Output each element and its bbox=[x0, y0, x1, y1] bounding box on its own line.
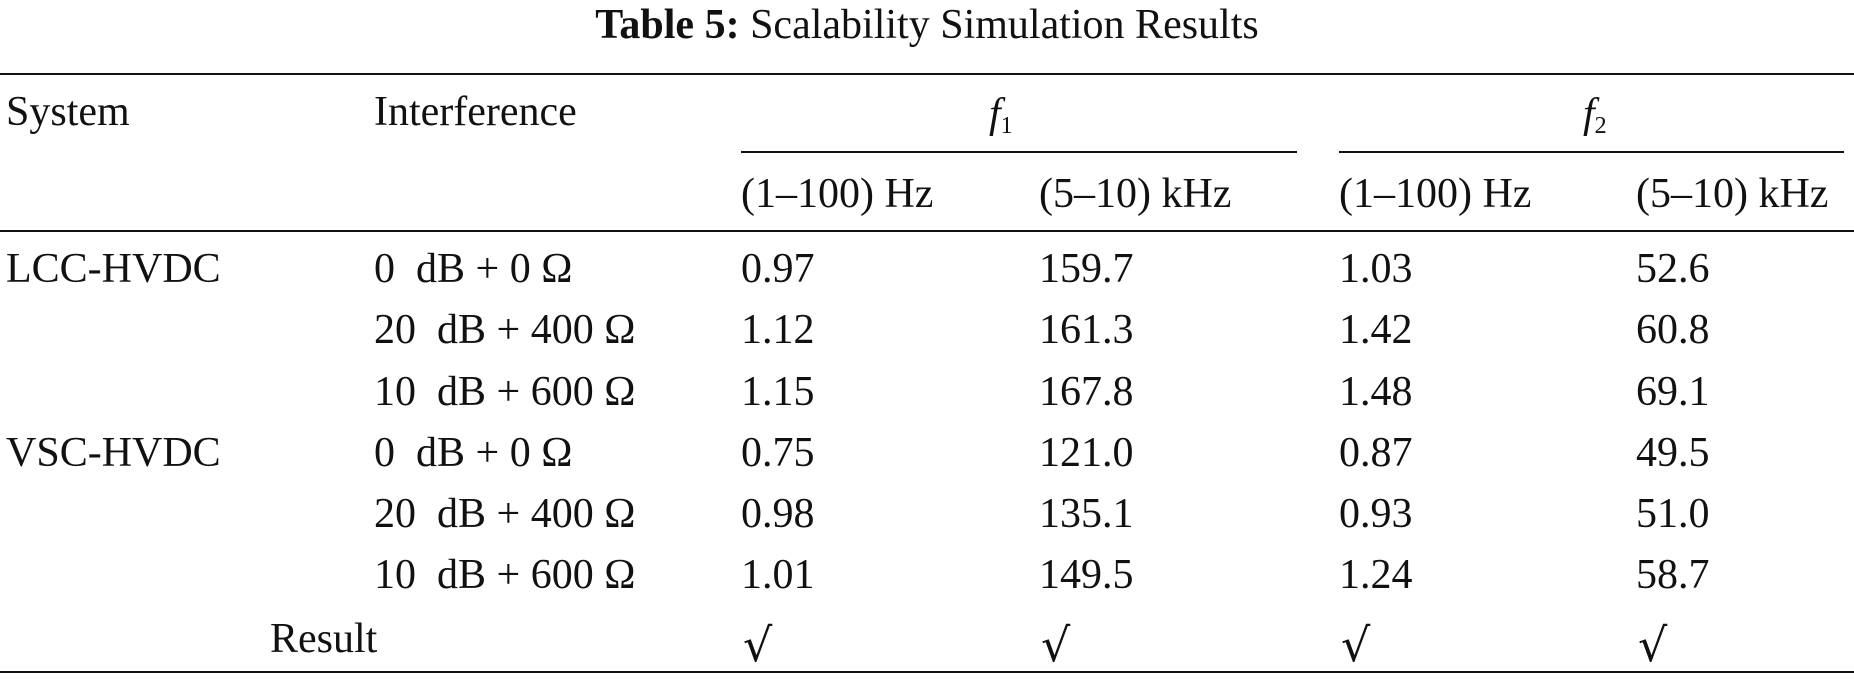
header-f2: f2 bbox=[1583, 90, 1607, 150]
f1-symbol: f bbox=[989, 91, 1001, 137]
result-check-f2-high: √ bbox=[1638, 618, 1668, 672]
subheader-f2-low: (1–100) Hz bbox=[1339, 171, 1532, 217]
row-value: 69.1 bbox=[1636, 369, 1710, 415]
row-interference: 20 dB + 400 Ω bbox=[374, 491, 636, 537]
header-f1: f1 bbox=[989, 90, 1013, 150]
row-interference: 0 dB + 0 Ω bbox=[374, 430, 573, 476]
f1-group-rule bbox=[741, 151, 1297, 153]
row-value: 161.3 bbox=[1039, 307, 1134, 353]
row-value: 121.0 bbox=[1039, 430, 1134, 476]
bottom-rule bbox=[0, 671, 1854, 673]
row-interference: 20 dB + 400 Ω bbox=[374, 307, 636, 353]
header-rule bbox=[0, 230, 1854, 232]
row-interference: 0 dB + 0 Ω bbox=[374, 246, 573, 292]
row-value: 0.93 bbox=[1339, 491, 1413, 537]
row-value: 1.01 bbox=[741, 552, 815, 598]
row-interference: 10 dB + 600 Ω bbox=[374, 369, 636, 415]
row-value: 159.7 bbox=[1039, 246, 1134, 292]
row-value: 1.48 bbox=[1339, 369, 1413, 415]
row-value: 49.5 bbox=[1636, 430, 1710, 476]
result-check-f1-high: √ bbox=[1041, 618, 1071, 672]
subheader-f2-high: (5–10) kHz bbox=[1636, 171, 1829, 217]
row-value: 0.75 bbox=[741, 430, 815, 476]
row-value: 149.5 bbox=[1039, 552, 1134, 598]
row-value: 58.7 bbox=[1636, 552, 1710, 598]
header-interference: Interference bbox=[374, 89, 577, 135]
row-value: 1.03 bbox=[1339, 246, 1413, 292]
row-value: 52.6 bbox=[1636, 246, 1710, 292]
row-value: 167.8 bbox=[1039, 369, 1134, 415]
row-value: 51.0 bbox=[1636, 491, 1710, 537]
result-check-f1-low: √ bbox=[743, 618, 773, 672]
caption-title: Scalability Simulation Results bbox=[750, 2, 1259, 48]
caption-label: Table 5: bbox=[595, 2, 740, 48]
row-value: 1.42 bbox=[1339, 307, 1413, 353]
result-check-f2-low: √ bbox=[1341, 618, 1371, 672]
row-system: VSC-HVDC bbox=[6, 430, 221, 476]
header-system: System bbox=[6, 89, 130, 135]
top-rule bbox=[0, 73, 1854, 75]
f2-group-rule bbox=[1339, 151, 1844, 153]
row-value: 0.87 bbox=[1339, 430, 1413, 476]
subheader-f1-high: (5–10) kHz bbox=[1039, 171, 1232, 217]
result-label: Result bbox=[270, 616, 378, 662]
row-value: 0.98 bbox=[741, 491, 815, 537]
row-value: 1.12 bbox=[741, 307, 815, 353]
row-value: 1.24 bbox=[1339, 552, 1413, 598]
f1-subscript: 1 bbox=[1000, 113, 1013, 139]
row-value: 0.97 bbox=[741, 246, 815, 292]
row-value: 135.1 bbox=[1039, 491, 1134, 537]
row-value: 60.8 bbox=[1636, 307, 1710, 353]
table-caption: Table 5: Scalability Simulation Results bbox=[0, 0, 1854, 58]
row-value: 1.15 bbox=[741, 369, 815, 415]
f2-symbol: f bbox=[1583, 91, 1595, 137]
row-system: LCC-HVDC bbox=[6, 246, 221, 292]
subheader-f1-low: (1–100) Hz bbox=[741, 171, 934, 217]
f2-subscript: 2 bbox=[1594, 113, 1607, 139]
row-interference: 10 dB + 600 Ω bbox=[374, 552, 636, 598]
